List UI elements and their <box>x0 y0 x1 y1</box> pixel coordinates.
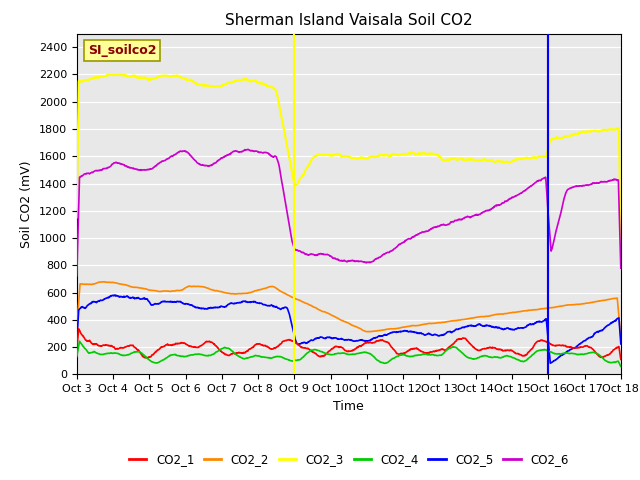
Y-axis label: Soil CO2 (mV): Soil CO2 (mV) <box>20 160 33 248</box>
Text: SI_soilco2: SI_soilco2 <box>88 44 156 57</box>
Title: Sherman Island Vaisala Soil CO2: Sherman Island Vaisala Soil CO2 <box>225 13 472 28</box>
X-axis label: Time: Time <box>333 400 364 413</box>
Legend: CO2_1, CO2_2, CO2_3, CO2_4, CO2_5, CO2_6: CO2_1, CO2_2, CO2_3, CO2_4, CO2_5, CO2_6 <box>124 448 573 471</box>
